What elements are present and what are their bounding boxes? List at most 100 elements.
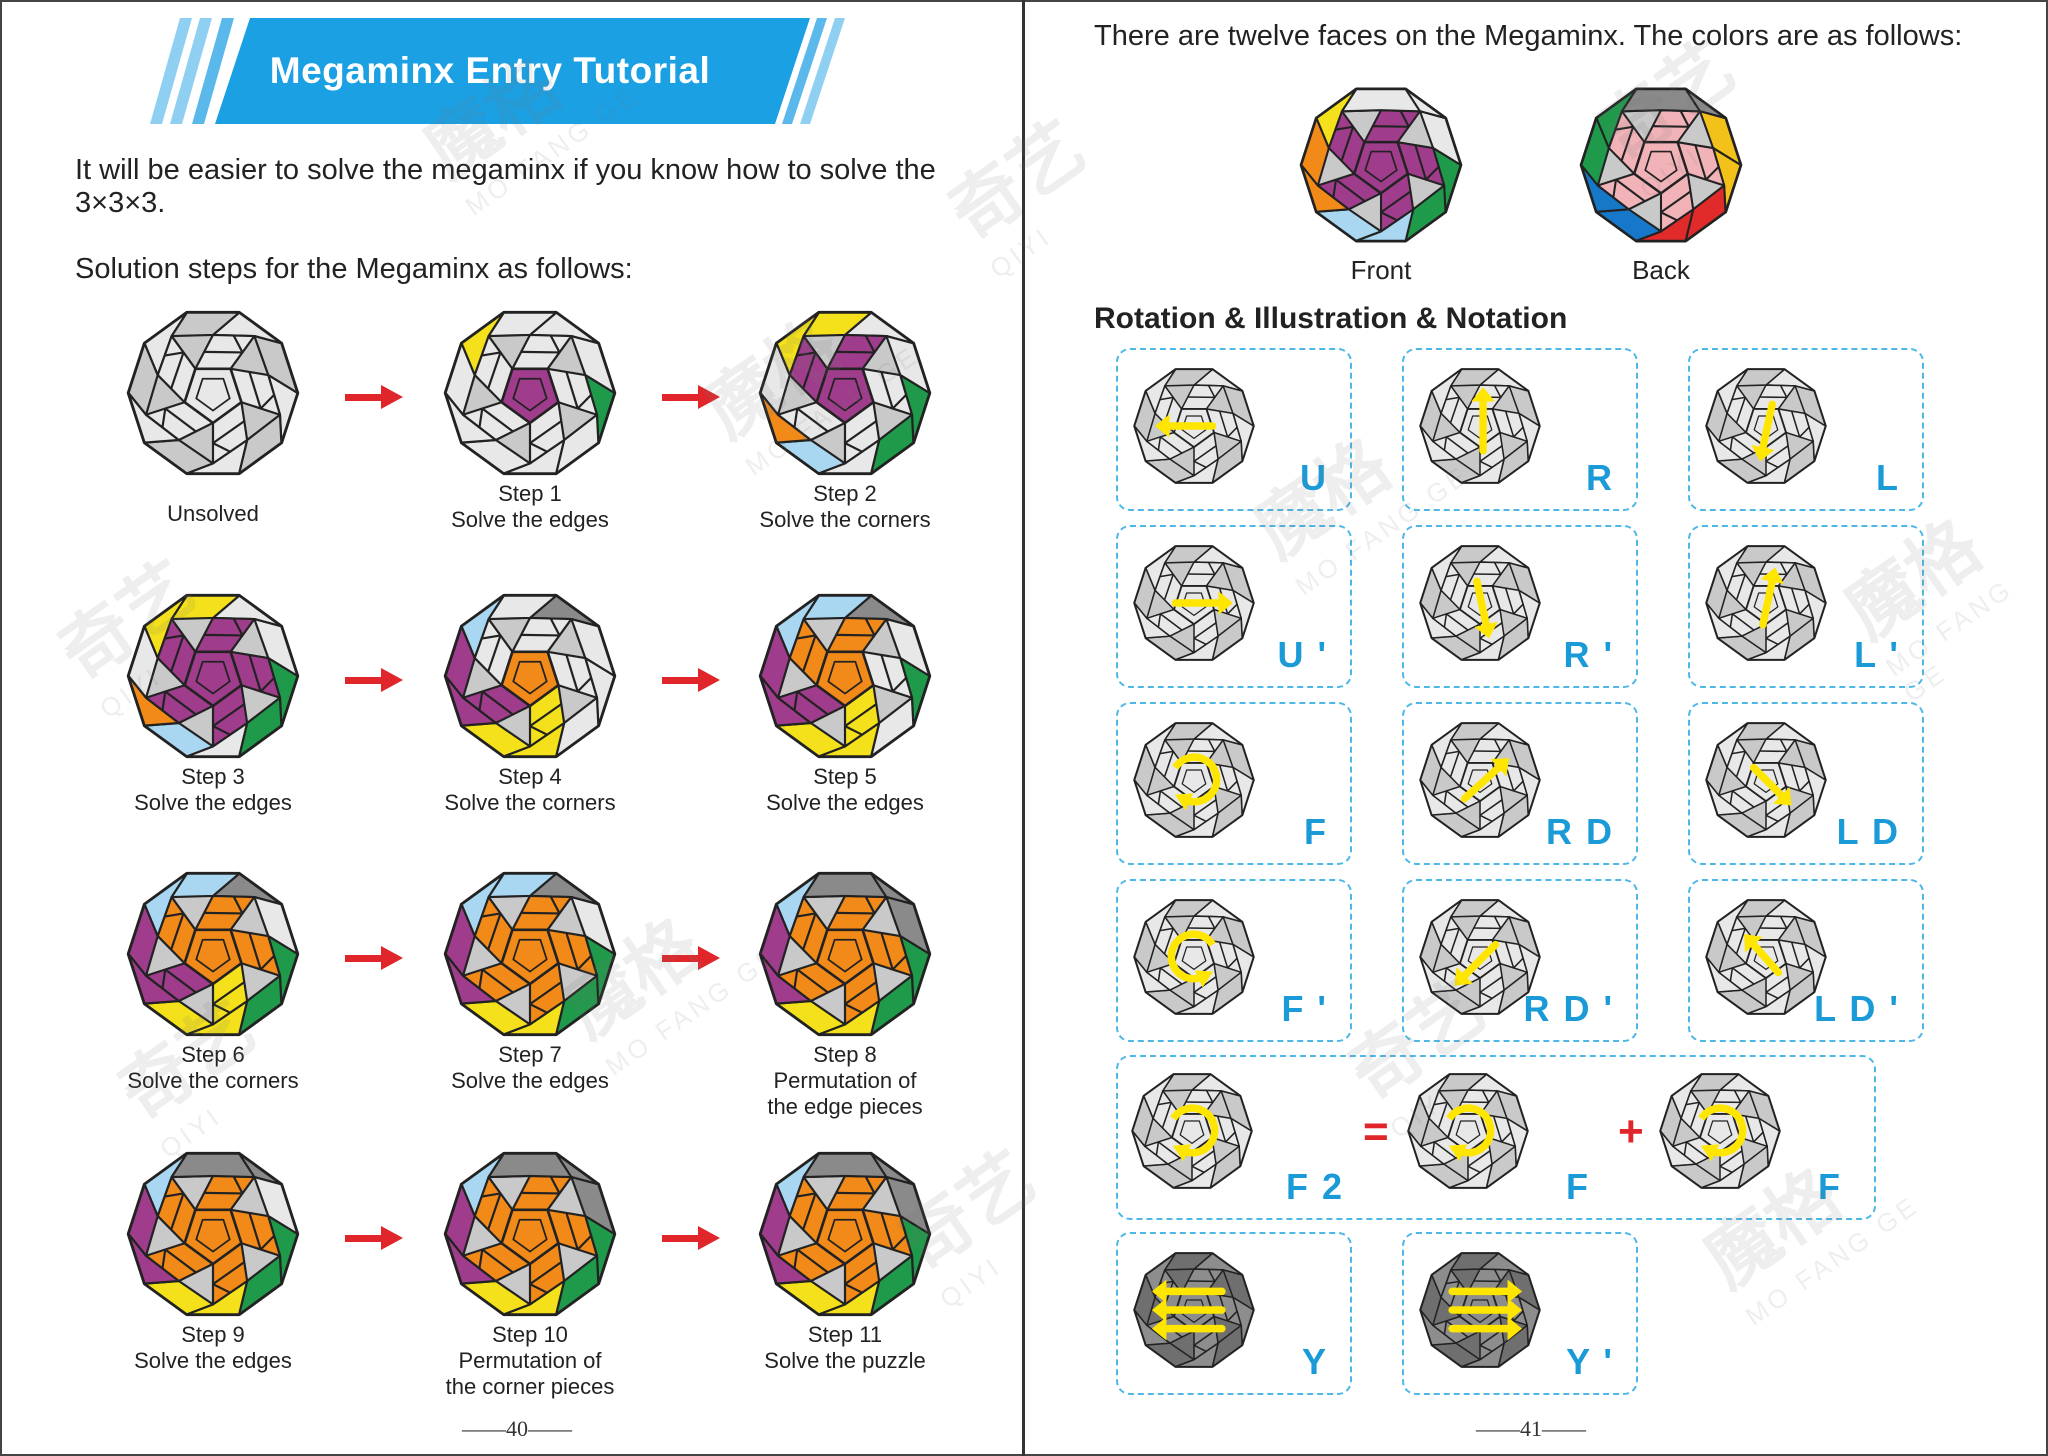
plus-sign: +	[1618, 1107, 1644, 1156]
step-arrow-7	[662, 946, 720, 970]
card-8-notation: L D	[1836, 811, 1900, 852]
card-1: R	[1402, 348, 1638, 511]
back-megaminx-image	[1579, 87, 1743, 243]
card-2-notation: L	[1876, 457, 1900, 498]
card-y: Y	[1116, 1232, 1352, 1395]
step-10-line2: Permutation of	[458, 1348, 602, 1373]
y-prime-megaminx-image	[1419, 1252, 1541, 1368]
steps-heading: Solution steps for the Megaminx as follo…	[75, 253, 633, 285]
step-6: Step 6 Solve the corners	[63, 866, 363, 1094]
card-8: L D	[1688, 702, 1924, 865]
step-8-megaminx-image	[758, 871, 932, 1037]
card-11-megaminx-image	[1705, 899, 1827, 1015]
step-2-line1: Step 2	[813, 481, 877, 506]
card-6-notation: F	[1304, 811, 1328, 852]
step-10-line3: the corner pieces	[445, 1374, 615, 1399]
step-5-megaminx-image	[758, 593, 932, 759]
step-10-line1: Step 10	[492, 1322, 568, 1347]
left-page	[0, 0, 1022, 1456]
page-divider	[1022, 0, 1025, 1456]
card-2-megaminx-image	[1705, 368, 1827, 484]
step-5-line2: Solve the edges	[766, 790, 924, 815]
step-5-line1: Step 5	[813, 764, 877, 789]
card-9-notation: F '	[1281, 988, 1328, 1029]
step-9-line2: Solve the edges	[134, 1348, 292, 1373]
card-10-megaminx-image	[1419, 899, 1541, 1015]
card-0: U	[1116, 348, 1352, 511]
card-4-megaminx-image	[1419, 545, 1541, 661]
card-4-notation: R '	[1563, 634, 1614, 675]
card-7-notation: R D	[1546, 811, 1614, 852]
step-7-megaminx-image	[443, 871, 617, 1037]
step-arrow-9	[345, 1226, 403, 1250]
card-5-megaminx-image	[1705, 545, 1827, 661]
y-megaminx-image	[1133, 1252, 1255, 1368]
front-label: Front	[1350, 255, 1412, 285]
step-9-megaminx-image	[126, 1151, 300, 1317]
f2-second-f-notation: F	[1818, 1166, 1842, 1207]
card-3: U '	[1116, 525, 1352, 688]
card-5-notation: L '	[1854, 634, 1900, 675]
step-10: Step 10 Permutation of the corner pieces	[380, 1146, 680, 1400]
step-2-line2: Solve the corners	[759, 507, 931, 532]
f2-first-f-notation: F	[1566, 1166, 1590, 1207]
step-11: Step 11 Solve the puzzle	[695, 1146, 995, 1374]
page-number-left: ——40——	[462, 1416, 572, 1441]
step-arrow-6	[345, 946, 403, 970]
step-7-line1: Step 7	[498, 1042, 562, 1067]
card-5: L '	[1688, 525, 1924, 688]
step-5: Step 5 Solve the edges	[695, 588, 995, 816]
card-3-notation: U '	[1277, 634, 1328, 675]
y-notation: Y	[1301, 1341, 1328, 1382]
step-11-line2: Solve the puzzle	[764, 1348, 926, 1373]
step-4-line2: Solve the corners	[444, 790, 616, 815]
step-0-line2: Unsolved	[167, 501, 259, 526]
step-6-megaminx-image	[126, 871, 300, 1037]
card-6: F	[1116, 702, 1352, 865]
card-7: R D	[1402, 702, 1638, 865]
card-9-megaminx-image	[1133, 899, 1255, 1015]
intro-text: It will be easier to solve the megaminx …	[75, 154, 936, 219]
card-10-notation: R D '	[1523, 988, 1614, 1029]
card-y-prime: Y '	[1402, 1232, 1638, 1395]
step-11-megaminx-image	[758, 1151, 932, 1317]
card-7-megaminx-image	[1419, 722, 1541, 838]
back-label: Back	[1632, 255, 1690, 285]
page-number-right: ——41——	[1476, 1416, 1586, 1441]
card-0-notation: U	[1300, 457, 1328, 498]
step-9: Step 9 Solve the edges	[63, 1146, 363, 1374]
page-title: Megaminx Entry Tutorial	[269, 50, 711, 91]
step-arrow-0	[345, 385, 403, 409]
step-1-megaminx-image	[443, 310, 617, 476]
step-1: Step 1 Solve the edges	[380, 305, 680, 533]
card-0-megaminx-image	[1133, 368, 1255, 484]
step-8-line3: the edge pieces	[767, 1094, 923, 1119]
card-2: L	[1688, 348, 1924, 511]
card-11: L D '	[1688, 879, 1924, 1042]
step-8: Step 8 Permutation of the edge pieces	[695, 866, 995, 1120]
y-prime-notation: Y '	[1566, 1341, 1614, 1382]
step-9-line1: Step 9	[181, 1322, 245, 1347]
card-1-megaminx-image	[1419, 368, 1541, 484]
card-1-notation: R	[1586, 457, 1614, 498]
f2-first-f-image	[1407, 1073, 1529, 1189]
step-1-line2: Solve the edges	[451, 507, 609, 532]
back-face-figure: Back	[1578, 82, 1744, 286]
step-6-line1: Step 6	[181, 1042, 245, 1067]
step-0: Unsolved	[63, 305, 363, 527]
f2-second-f-image	[1659, 1073, 1781, 1189]
front-face-figure: Front	[1298, 82, 1464, 286]
equals-sign: =	[1363, 1107, 1389, 1156]
step-arrow-10	[662, 1226, 720, 1250]
step-arrow-3	[345, 668, 403, 692]
step-4-line1: Step 4	[498, 764, 562, 789]
step-11-line1: Step 11	[807, 1322, 883, 1347]
step-10-megaminx-image	[443, 1151, 617, 1317]
step-0-megaminx-image	[126, 310, 300, 476]
section-title: Rotation & Illustration & Notation	[1094, 302, 1568, 335]
step-arrow-1	[662, 385, 720, 409]
step-8-line2: Permutation of	[773, 1068, 917, 1093]
step-3-line2: Solve the edges	[134, 790, 292, 815]
title-banner	[150, 18, 845, 124]
step-arrow-4	[662, 668, 720, 692]
